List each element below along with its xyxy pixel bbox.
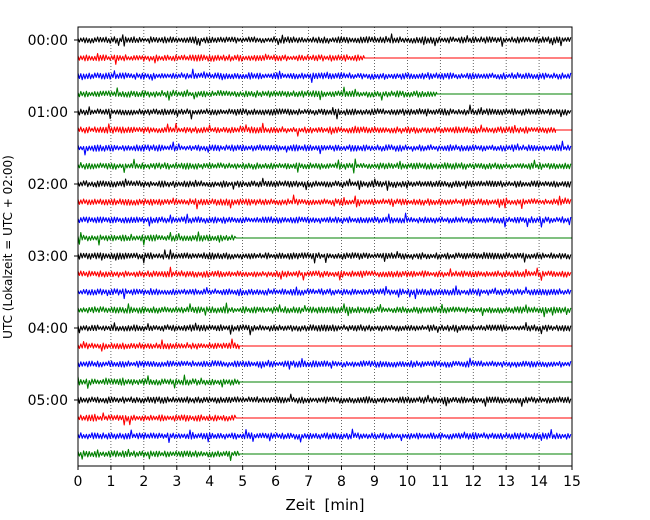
trace-0415 [77,338,572,352]
x-tick-label-14: 14 [530,474,548,490]
trace-0515 [77,412,572,426]
x-tick-label-1: 1 [106,474,115,490]
x-tick-label-6: 6 [271,474,280,490]
trace-0300 [77,249,572,264]
trace-0030 [77,68,572,83]
trace-layer [77,33,572,462]
trace-0345 [77,302,572,318]
trace-0245 [77,231,572,246]
x-tick-label-7: 7 [304,474,313,490]
plot-frame [77,26,573,467]
x-tick-label-2: 2 [139,474,148,490]
x-tick-label-9: 9 [370,474,379,490]
y-axis-label: UTC (Lokalzeit = UTC + 02:00) [1,155,15,339]
trace-0045 [77,86,572,101]
trace-0530 [77,428,572,444]
trace-0445 [77,374,572,389]
tick-layer: 0 1 2 3 4 5 6 7 8 9 10 11 12 13 14 1500:0001:0002:0003:… [28,33,581,490]
x-tick-label-4: 4 [205,474,214,490]
x-tick-label-10: 10 [398,474,416,490]
trace-0000 [77,33,572,47]
y-tick-label-1: 01:00 [28,105,68,121]
y-tick-label-2: 02:00 [28,177,68,193]
y-tick-label-3: 03:00 [28,249,68,265]
trace-0215 [77,194,572,210]
y-tick-label-4: 04:00 [28,321,68,337]
trace-0015 [77,52,572,65]
trace-0430 [77,357,572,370]
trace-0315 [77,266,572,281]
x-tick-label-12: 12 [464,474,482,490]
y-tick-label-0: 00:00 [28,33,68,49]
trace-0230 [77,212,572,228]
x-tick-label-8: 8 [337,474,346,490]
trace-0545 [77,448,572,462]
trace-0100 [77,104,572,120]
trace-0115 [77,122,572,137]
x-tick-label-5: 5 [238,474,247,490]
x-tick-label-15: 15 [563,474,581,490]
x-tick-label-13: 13 [497,474,515,490]
trace-0200 [77,177,572,191]
y-tick-label-5: 05:00 [28,393,68,409]
trace-0400 [77,322,572,336]
trace-0330 [77,285,572,300]
x-tick-label-0: 0 [74,474,83,490]
x-tick-label-3: 3 [172,474,181,490]
trace-0130 [77,140,572,156]
x-axis-label: Zeit [min] [285,496,364,514]
x-tick-label-11: 11 [431,474,449,490]
trace-0145 [77,158,572,174]
trace-0500 [77,393,572,407]
